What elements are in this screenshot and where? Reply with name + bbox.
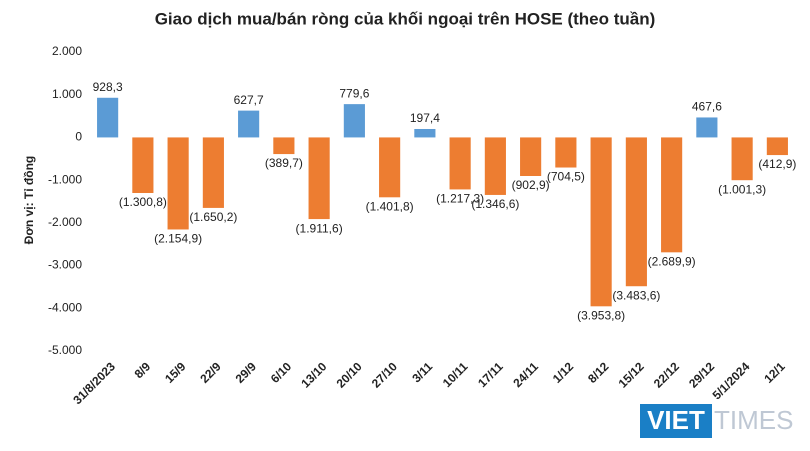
value-label: (3.483,6) — [612, 288, 660, 302]
bar — [308, 137, 330, 220]
y-tick-label: 1.000 — [52, 87, 82, 101]
y-tick-label: -2.000 — [48, 215, 82, 229]
bar — [202, 137, 224, 208]
bar — [343, 104, 365, 138]
logo-part1: VIET — [647, 405, 705, 435]
bar — [97, 97, 119, 138]
x-tick-label: 13/10 — [298, 359, 329, 390]
value-label: (704,5) — [547, 170, 585, 184]
x-tick-label: 22/12 — [651, 359, 682, 390]
y-tick-label: -1.000 — [48, 172, 82, 186]
value-label: (3.953,8) — [577, 308, 625, 322]
bar — [449, 137, 471, 190]
bar — [520, 137, 542, 176]
y-tick-label: -4.000 — [48, 300, 82, 314]
value-label: (1.217,3) — [436, 192, 484, 206]
value-label: 928,3 — [93, 80, 123, 94]
bar — [590, 137, 612, 307]
logo-part2: TIMES — [714, 405, 793, 435]
bar — [696, 117, 718, 138]
x-tick-label: 24/11 — [510, 359, 541, 390]
value-label: (389,7) — [265, 156, 303, 170]
x-tick-label: 15/9 — [162, 359, 189, 386]
bar — [766, 137, 788, 156]
y-tick-label: -3.000 — [48, 258, 82, 272]
y-axis-label: Đơn vị: Tỉ đồng — [22, 156, 36, 245]
x-tick-label: 6/10 — [268, 359, 295, 386]
x-tick-label: 29/9 — [233, 359, 260, 386]
bar — [379, 137, 401, 198]
bar — [167, 137, 189, 230]
bar — [484, 137, 506, 195]
value-label: (1.401,8) — [366, 199, 414, 213]
value-label: (1.911,6) — [296, 221, 343, 235]
y-tick-label: 0 — [75, 130, 82, 144]
x-tick-label: 5/1/2024 — [710, 359, 753, 402]
chart-title: Giao dịch mua/bán ròng của khối ngoại tr… — [155, 9, 656, 28]
value-label: 197,4 — [410, 111, 440, 125]
x-tick-label: 10/11 — [440, 359, 471, 390]
value-label: (1.650,2) — [189, 210, 237, 224]
value-label: (2.154,9) — [154, 232, 202, 246]
bar — [625, 137, 647, 287]
y-tick-label: -5.000 — [48, 343, 82, 357]
logo-box — [640, 404, 712, 438]
value-label: (1.346,6) — [471, 197, 519, 211]
x-tick-label: 20/10 — [334, 359, 365, 390]
bar — [132, 137, 154, 193]
x-tick-label: 15/12 — [616, 359, 647, 390]
value-label: (1.001,3) — [718, 182, 766, 196]
value-label: (1.300,8) — [119, 195, 167, 209]
bar — [414, 128, 436, 138]
x-tick-label: 8/12 — [585, 359, 612, 386]
bar — [555, 137, 577, 168]
x-tick-label: 3/11 — [409, 359, 435, 385]
value-label: 627,7 — [234, 93, 264, 107]
watermark: VIET TIMES — [640, 404, 793, 438]
value-label: (412,9) — [758, 157, 796, 171]
value-label: (902,9) — [512, 178, 550, 192]
x-tick-label: 29/12 — [686, 359, 717, 390]
bar — [273, 137, 295, 155]
x-tick-label: 12/1 — [761, 359, 788, 386]
x-tick-label: 1/12 — [550, 359, 577, 386]
bar — [731, 137, 753, 181]
bar — [238, 110, 260, 138]
bar — [661, 137, 683, 253]
x-tick-label: 31/8/2023 — [70, 359, 118, 407]
value-label: 779,6 — [339, 86, 369, 100]
x-tick-label: 22/9 — [197, 359, 224, 386]
y-tick-label: 2.000 — [52, 44, 82, 58]
value-label: 467,6 — [692, 100, 722, 114]
x-tick-label: 8/9 — [132, 359, 154, 381]
x-tick-label: 27/10 — [369, 359, 400, 390]
x-tick-label: 17/11 — [475, 359, 506, 390]
value-label: (2.689,9) — [648, 254, 696, 268]
